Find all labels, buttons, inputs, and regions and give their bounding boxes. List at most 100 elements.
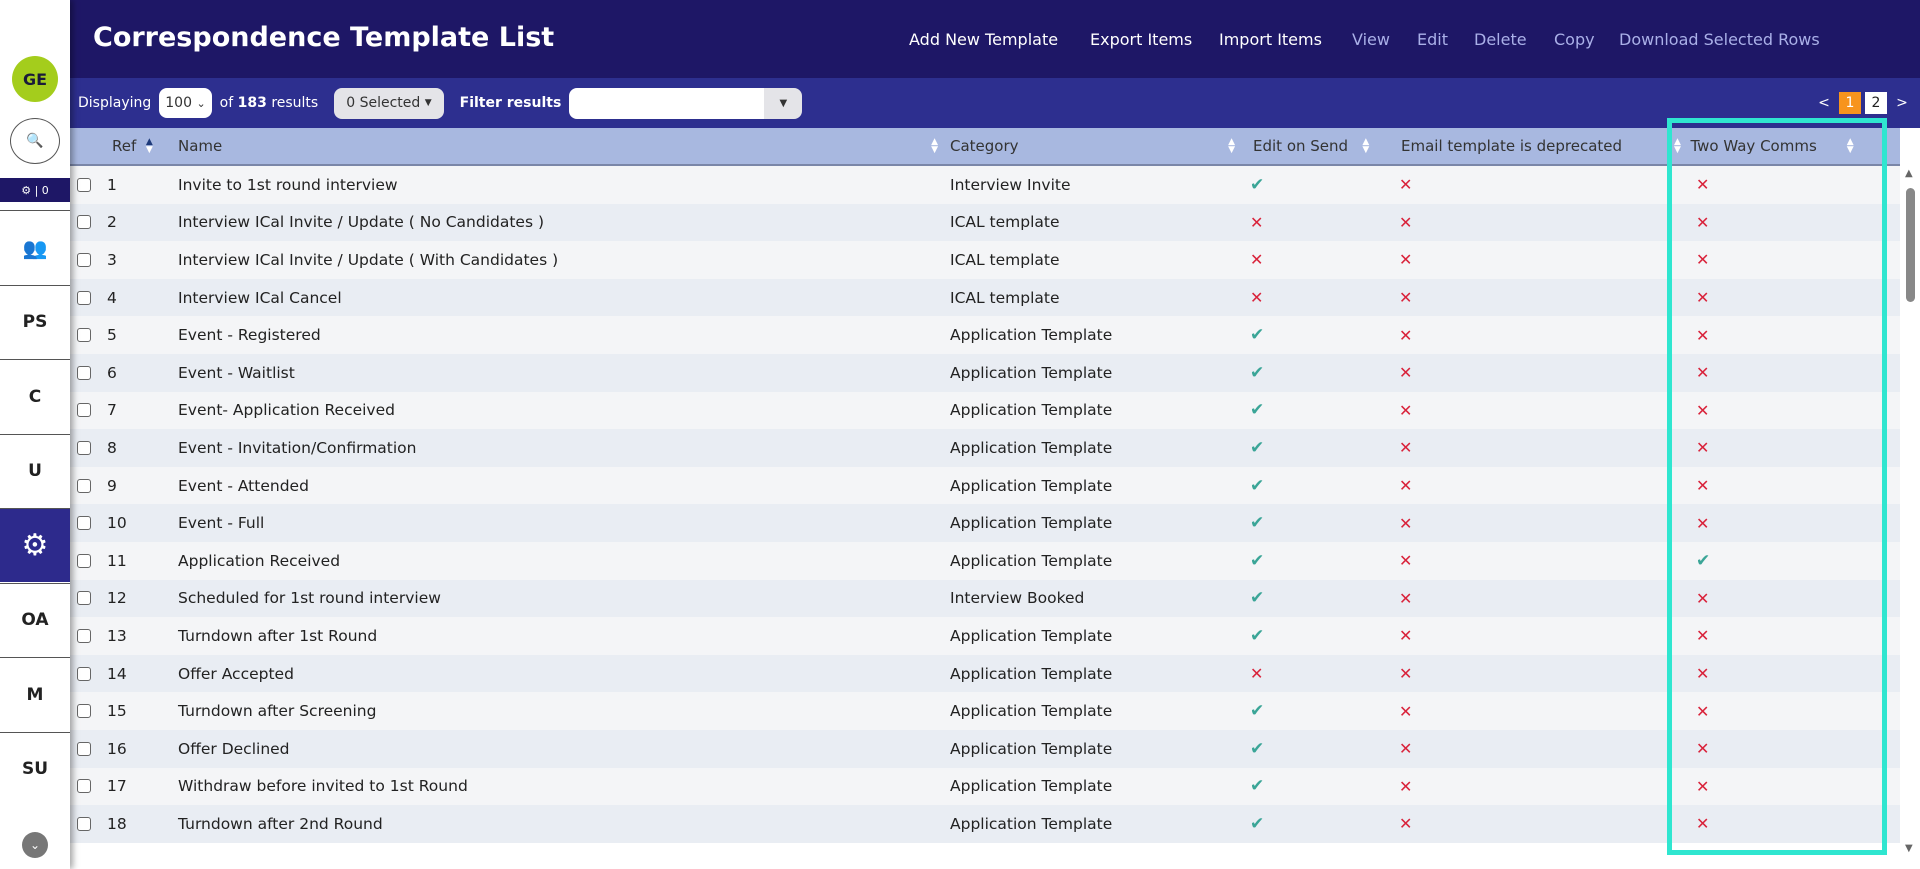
- table-row[interactable]: 1 Invite to 1st round interview Intervie…: [70, 166, 1900, 204]
- row-checkbox[interactable]: [77, 516, 91, 531]
- name-cell[interactable]: Interview ICal Invite / Update ( With Ca…: [178, 250, 559, 269]
- row-checkbox[interactable]: [77, 215, 91, 230]
- table-row[interactable]: 2 Interview ICal Invite / Update ( No Ca…: [70, 203, 1900, 242]
- page-1-button[interactable]: 1: [1839, 92, 1861, 114]
- table-row[interactable]: 16 Offer Declined Application Template ✔…: [70, 729, 1900, 768]
- column-name[interactable]: Name ▲ ▼: [178, 128, 938, 164]
- scroll-up-icon[interactable]: ▲: [1905, 168, 1913, 179]
- sidebar-item-ps[interactable]: PS: [0, 284, 70, 359]
- column-deprecated[interactable]: Email template is deprecated: [1401, 128, 1622, 164]
- table-row[interactable]: 5 Event - Registered Application Templat…: [70, 316, 1900, 354]
- sidebar-item-u[interactable]: U: [0, 433, 70, 508]
- row-checkbox[interactable]: [77, 591, 91, 606]
- name-cell[interactable]: Turndown after Screening: [178, 702, 377, 721]
- column-label: Email template is deprecated: [1401, 137, 1623, 155]
- scrollbar[interactable]: ▲ ▼: [1900, 166, 1920, 856]
- sidebar-item-su[interactable]: SU: [0, 731, 70, 806]
- row-checkbox[interactable]: [77, 816, 91, 831]
- check-icon: ✔: [1250, 625, 1265, 646]
- table-row[interactable]: 6 Event - Waitlist Application Template …: [70, 353, 1900, 392]
- view-button[interactable]: View: [1352, 30, 1390, 49]
- sort-icon: ▲ ▼: [1846, 137, 1854, 155]
- name-cell[interactable]: Scheduled for 1st round interview: [178, 589, 441, 608]
- download-selected-rows-button[interactable]: Download Selected Rows: [1619, 30, 1820, 49]
- name-cell[interactable]: Withdraw before invited to 1st Round: [178, 777, 468, 796]
- row-checkbox[interactable]: [77, 403, 91, 418]
- name-cell[interactable]: Turndown after 2nd Round: [178, 814, 383, 833]
- filter-dropdown-button[interactable]: ▼: [764, 87, 803, 119]
- table-row[interactable]: 17 Withdraw before invited to 1st Round …: [70, 767, 1900, 806]
- scrollbar-thumb[interactable]: [1906, 188, 1915, 302]
- cross-icon: ✕: [1399, 438, 1413, 458]
- sidebar-item-oa[interactable]: OA: [0, 582, 70, 657]
- row-checkbox[interactable]: [77, 290, 91, 305]
- name-cell[interactable]: Offer Accepted: [178, 664, 294, 683]
- next-page-button[interactable]: >: [1896, 95, 1908, 111]
- name-cell[interactable]: Offer Declined: [178, 739, 290, 758]
- column-edit-on-send[interactable]: Edit on Send ▲ ▼: [1253, 128, 1369, 164]
- deprecated-cell: ✕: [1399, 542, 1412, 580]
- avatar[interactable]: GE: [12, 56, 58, 102]
- row-checkbox[interactable]: [77, 704, 91, 719]
- name-cell[interactable]: Turndown after 1st Round: [178, 626, 378, 645]
- sidebar-scroll-down-button[interactable]: ⌄: [22, 832, 48, 858]
- copy-button[interactable]: Copy: [1554, 30, 1595, 49]
- name-cell[interactable]: Event- Application Received: [178, 401, 395, 420]
- sidebar-item-gear[interactable]: ⚙: [0, 508, 70, 582]
- row-checkbox[interactable]: [77, 666, 91, 681]
- table-row[interactable]: 7 Event- Application Received Applicatio…: [70, 391, 1900, 430]
- table-row[interactable]: 8 Event - Invitation/Confirmation Applic…: [70, 429, 1900, 467]
- import-items-button[interactable]: Import Items: [1219, 30, 1322, 49]
- name-cell[interactable]: Invite to 1st round interview: [178, 175, 398, 194]
- row-checkbox[interactable]: [77, 252, 91, 267]
- sidebar-item-c[interactable]: C: [0, 359, 70, 433]
- filter-input[interactable]: [569, 87, 765, 119]
- selected-dropdown[interactable]: 0 Selected ▼: [334, 87, 444, 119]
- table-row[interactable]: 15 Turndown after Screening Application …: [70, 692, 1900, 730]
- column-ref[interactable]: Ref ▲ ▼: [112, 128, 153, 164]
- name-cell[interactable]: Interview ICal Cancel: [178, 288, 342, 307]
- category-cell: Application Template: [950, 401, 1113, 420]
- table-row[interactable]: 12 Scheduled for 1st round interview Int…: [70, 579, 1900, 618]
- row-checkbox[interactable]: [77, 478, 91, 493]
- name-cell[interactable]: Application Received: [178, 551, 341, 570]
- prev-page-button[interactable]: <: [1818, 95, 1830, 111]
- table-row[interactable]: 11 Application Received Application Temp…: [70, 541, 1900, 580]
- column-two-way-comms[interactable]: ▲ ▼ Two Way Comms ▲ ▼: [1674, 128, 1854, 164]
- page-size-select[interactable]: 100 ⌄: [159, 88, 212, 118]
- name-cell[interactable]: Event - Waitlist: [178, 363, 295, 382]
- name-cell[interactable]: Interview ICal Invite / Update ( No Cand…: [178, 213, 545, 232]
- settings-badge[interactable]: ⚙ | 0: [0, 178, 70, 202]
- row-checkbox[interactable]: [77, 177, 91, 192]
- edit-on-send-cell: ✔: [1250, 316, 1264, 354]
- row-checkbox[interactable]: [77, 741, 91, 756]
- scroll-down-icon[interactable]: ▼: [1905, 843, 1913, 854]
- row-checkbox[interactable]: [77, 628, 91, 643]
- search-button[interactable]: 🔍: [10, 118, 60, 164]
- table-row[interactable]: 3 Interview ICal Invite / Update ( With …: [70, 241, 1900, 279]
- row-checkbox[interactable]: [77, 440, 91, 455]
- name-cell[interactable]: Event - Attended: [178, 476, 309, 495]
- row-checkbox[interactable]: [77, 553, 91, 568]
- sidebar-item-users[interactable]: 👥: [0, 210, 70, 284]
- add-new-template-button[interactable]: Add New Template: [909, 30, 1059, 49]
- row-checkbox[interactable]: [77, 365, 91, 380]
- name-cell[interactable]: Event - Full: [178, 514, 265, 533]
- table-row[interactable]: 10 Event - Full Application Template ✔ ✕…: [70, 504, 1900, 542]
- row-checkbox[interactable]: [77, 328, 91, 343]
- sidebar-item-m[interactable]: M: [0, 657, 70, 731]
- table-row[interactable]: 13 Turndown after 1st Round Application …: [70, 617, 1900, 655]
- page-2-button[interactable]: 2: [1865, 92, 1887, 114]
- row-checkbox[interactable]: [77, 779, 91, 794]
- export-items-button[interactable]: Export Items: [1090, 30, 1193, 49]
- table-row[interactable]: 4 Interview ICal Cancel ICAL template ✕ …: [70, 278, 1900, 317]
- delete-button[interactable]: Delete: [1474, 30, 1527, 49]
- ref-cell: 5: [107, 326, 117, 345]
- column-category[interactable]: Category ▲ ▼: [950, 128, 1235, 164]
- name-cell[interactable]: Event - Registered: [178, 326, 321, 345]
- table-row[interactable]: 9 Event - Attended Application Template …: [70, 466, 1900, 505]
- edit-button[interactable]: Edit: [1417, 30, 1448, 49]
- name-cell[interactable]: Event - Invitation/Confirmation: [178, 438, 417, 457]
- table-row[interactable]: 18 Turndown after 2nd Round Application …: [70, 805, 1900, 843]
- table-row[interactable]: 14 Offer Accepted Application Template ✕…: [70, 654, 1900, 693]
